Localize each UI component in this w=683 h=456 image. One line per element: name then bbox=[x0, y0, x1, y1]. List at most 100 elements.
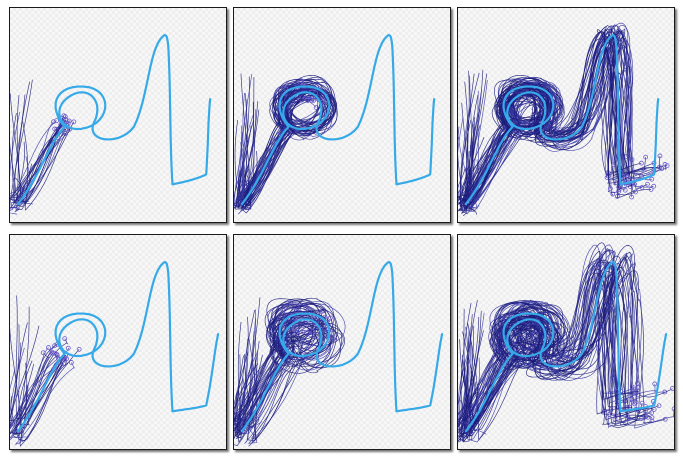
trajectory-end-marker bbox=[629, 396, 635, 402]
trajectory-line bbox=[10, 322, 53, 430]
trajectory-end-marker bbox=[52, 343, 57, 349]
panel-row1-col1 bbox=[9, 7, 227, 223]
trajectory-end-marker bbox=[76, 346, 82, 352]
trajectory-end-marker bbox=[63, 131, 69, 137]
panel-row1-col3 bbox=[457, 7, 675, 223]
trajectory-end-marker bbox=[662, 416, 668, 422]
trajectory-end-marker bbox=[670, 386, 674, 391]
trajectory-end-marker bbox=[50, 350, 55, 356]
trajectory-end-marker bbox=[622, 187, 628, 193]
trajectory-plot bbox=[234, 261, 444, 447]
trajectory-end-marker bbox=[283, 86, 289, 92]
panel-row1-col2 bbox=[233, 7, 451, 223]
trajectory-end-marker bbox=[62, 114, 68, 120]
trajectory-end-marker bbox=[52, 350, 58, 356]
trajectory-end-marker bbox=[657, 153, 663, 159]
target-curve bbox=[464, 261, 668, 433]
trajectory-end-marker bbox=[608, 407, 614, 413]
trajectory-end-marker bbox=[652, 381, 658, 387]
trajectory-end-marker bbox=[293, 316, 298, 321]
panel-row2-col1 bbox=[9, 234, 227, 450]
trajectory-end-marker bbox=[671, 406, 674, 412]
trajectory-end-marker bbox=[313, 105, 319, 110]
trajectory-end-marker bbox=[651, 183, 657, 189]
trajectory-end-marker bbox=[332, 337, 338, 343]
trajectory-end-marker bbox=[635, 385, 641, 391]
trajectory-plot bbox=[458, 22, 670, 217]
trajectory-end-marker bbox=[62, 336, 68, 342]
trajectory-end-marker bbox=[62, 356, 68, 362]
trajectory-line bbox=[462, 245, 673, 424]
trajectory-line bbox=[19, 349, 80, 426]
trajectory-line bbox=[18, 306, 69, 441]
trajectory-plot bbox=[10, 34, 212, 215]
trajectory-plot bbox=[234, 34, 436, 215]
trajectory-line bbox=[248, 327, 337, 447]
trajectory-line bbox=[458, 26, 642, 197]
trajectory-end-marker bbox=[311, 97, 317, 103]
trajectory-line bbox=[244, 88, 335, 208]
trajectory-end-marker bbox=[40, 350, 46, 356]
trajectory-end-marker bbox=[293, 330, 299, 335]
trajectory-end-marker bbox=[656, 403, 662, 409]
trajectory-end-marker bbox=[662, 162, 668, 167]
trajectory-line bbox=[234, 298, 320, 412]
trajectory-end-marker bbox=[608, 186, 613, 191]
trajectory-end-marker bbox=[639, 185, 645, 190]
trajectory-line bbox=[458, 31, 629, 206]
trajectory-line bbox=[242, 81, 337, 203]
target-curve bbox=[16, 34, 212, 206]
trajectory-line bbox=[459, 259, 617, 438]
trajectory-end-marker bbox=[649, 415, 655, 420]
trajectory-end-marker bbox=[71, 119, 77, 125]
trajectory-end-marker bbox=[649, 410, 654, 416]
trajectory-line bbox=[10, 368, 55, 441]
trajectory-end-marker bbox=[626, 174, 631, 180]
trajectory-end-marker bbox=[283, 304, 289, 310]
trajectory-line bbox=[466, 30, 668, 203]
trajectory-end-marker bbox=[645, 181, 650, 187]
trajectory-end-marker bbox=[639, 160, 644, 166]
trajectory-end-marker bbox=[46, 345, 51, 350]
trajectory-line bbox=[234, 310, 314, 430]
trajectory-line bbox=[469, 270, 628, 437]
target-curve bbox=[240, 34, 436, 206]
trajectory-line bbox=[460, 275, 653, 440]
trajectory-end-marker bbox=[633, 390, 639, 396]
trajectory-end-marker bbox=[322, 326, 327, 332]
trajectory-end-marker bbox=[643, 154, 649, 160]
trajectory-line bbox=[458, 249, 637, 425]
target-curve bbox=[16, 261, 220, 433]
trajectory-line bbox=[10, 79, 61, 208]
trajectory-end-marker bbox=[662, 389, 668, 395]
target-curve bbox=[240, 261, 444, 433]
trajectory-end-marker bbox=[65, 345, 71, 351]
trajectory-line bbox=[10, 325, 58, 422]
trajectory-end-marker bbox=[639, 400, 645, 406]
trajectory-line bbox=[234, 304, 320, 422]
panel-row2-col2 bbox=[233, 234, 451, 450]
panel-row2-col3 bbox=[457, 234, 675, 450]
trajectory-end-marker bbox=[630, 387, 636, 392]
trajectory-line bbox=[458, 250, 640, 423]
trajectory-plot bbox=[458, 242, 674, 443]
trajectory-end-marker bbox=[613, 413, 619, 418]
trajectory-end-marker bbox=[651, 407, 657, 412]
trajectory-line bbox=[234, 322, 320, 439]
trajectory-end-marker bbox=[298, 78, 304, 83]
trajectory-end-marker bbox=[68, 360, 74, 365]
trajectory-end-marker bbox=[639, 416, 644, 421]
trajectory-end-marker bbox=[649, 176, 655, 182]
trajectory-end-marker bbox=[300, 329, 306, 335]
trajectory-line bbox=[10, 120, 57, 197]
target-curve bbox=[464, 34, 660, 206]
trajectory-line bbox=[15, 295, 69, 419]
trajectory-line bbox=[22, 121, 71, 211]
trajectory-line bbox=[19, 362, 64, 447]
trajectory-line bbox=[234, 306, 323, 427]
trajectory-end-marker bbox=[633, 189, 638, 195]
trajectory-end-marker bbox=[629, 194, 634, 200]
trajectory-end-marker bbox=[615, 194, 620, 199]
trajectory-end-marker bbox=[648, 187, 654, 192]
